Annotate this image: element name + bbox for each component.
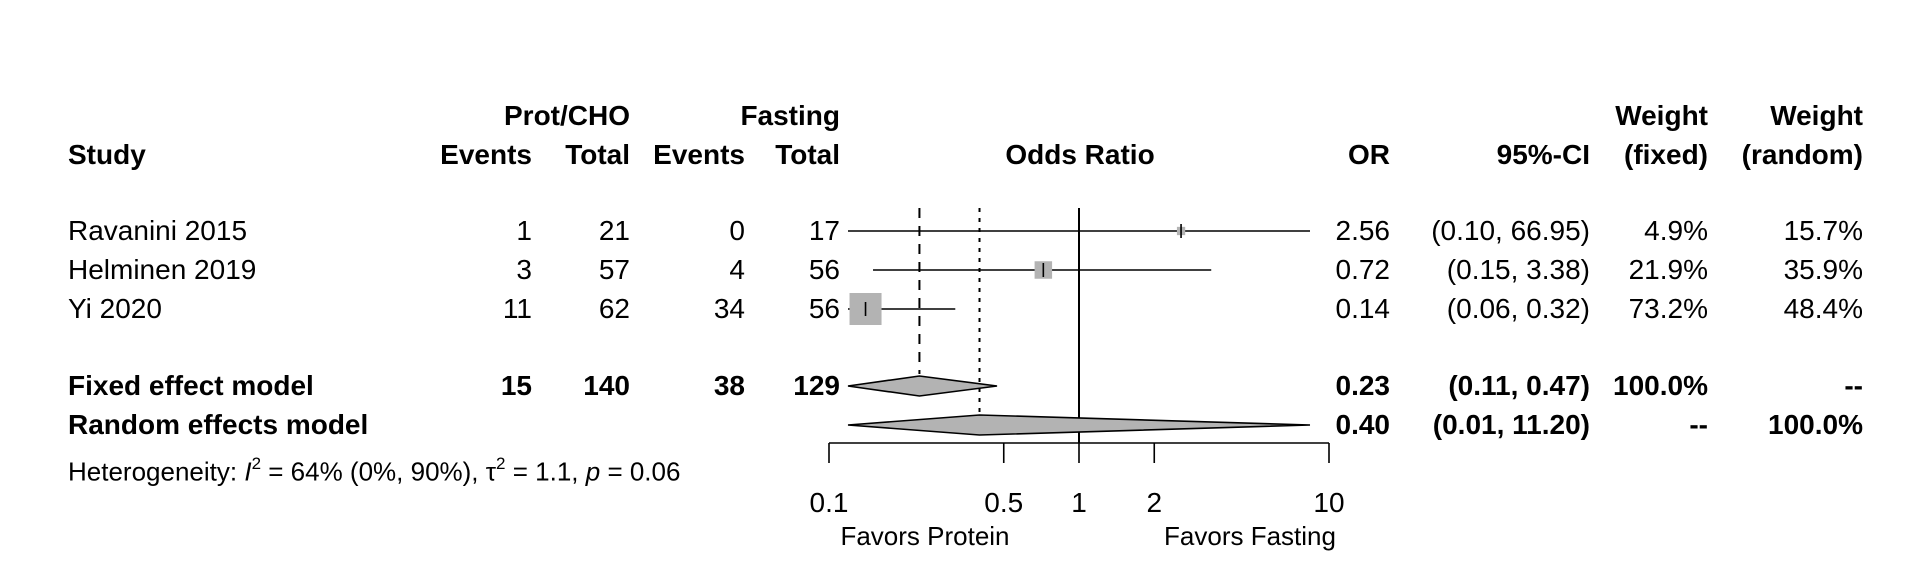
header-total-2: Total xyxy=(775,139,840,170)
ci: (0.06, 0.32) xyxy=(1446,293,1590,324)
favors-left-label: Favors Protein xyxy=(840,521,1010,551)
weight-fixed: 21.9% xyxy=(1628,254,1708,285)
random-diamond xyxy=(847,414,1311,436)
weight-fixed: 73.2% xyxy=(1628,293,1708,324)
header-weight-random-2: (random) xyxy=(1741,139,1863,170)
total-2: 56 xyxy=(808,293,840,324)
random-weight-fixed: -- xyxy=(1689,409,1708,440)
het-tau-squared: 2 xyxy=(496,454,506,473)
het-prefix: Heterogeneity: xyxy=(68,456,245,487)
weight-fixed: 4.9% xyxy=(1644,215,1708,246)
events-2: 34 xyxy=(713,293,745,324)
odds-ratio: 0.14 xyxy=(1335,293,1391,324)
fixed-weight-fixed: 100.0% xyxy=(1613,370,1708,401)
heterogeneity-text: Heterogeneity: I2 = 64% (0%, 90%), τ2 = … xyxy=(68,450,680,488)
header-total-1: Total xyxy=(565,139,630,170)
fixed-total-1: 140 xyxy=(583,370,630,401)
x-tick-label-0: 0.1 xyxy=(810,487,849,518)
header-weight-fixed-1: Weight xyxy=(1615,100,1708,131)
header-events-1: Events xyxy=(440,139,532,170)
events-1: 3 xyxy=(516,254,532,285)
study-name: Helminen 2019 xyxy=(68,254,257,285)
odds-ratio: 0.72 xyxy=(1335,254,1391,285)
header-weight-fixed-2: (fixed) xyxy=(1624,139,1708,170)
weight-random: 35.9% xyxy=(1783,254,1863,285)
het-p-value: = 0.06 xyxy=(600,456,681,487)
het-i-squared: 2 xyxy=(251,454,262,473)
het-i-value: = 64% (0%, 90%), xyxy=(261,456,486,487)
ci: (0.15, 3.38) xyxy=(1446,254,1590,285)
events-2: 0 xyxy=(729,215,745,246)
header-group2: Fasting xyxy=(740,100,840,131)
fixed-events-2: 38 xyxy=(713,370,745,401)
favors-right-label: Favors Fasting xyxy=(1164,521,1336,551)
fixed-weight-random: -- xyxy=(1844,370,1863,401)
fixed-diamond xyxy=(847,375,998,397)
study-name: Ravanini 2015 xyxy=(68,215,248,246)
odds-ratio: 2.56 xyxy=(1335,215,1391,246)
het-p-symbol: p xyxy=(585,456,601,487)
ci: (0.10, 66.95) xyxy=(1431,215,1590,246)
weight-random: 48.4% xyxy=(1783,293,1863,324)
weight-random: 15.7% xyxy=(1783,215,1863,246)
total-1: 57 xyxy=(598,254,630,285)
fixed-model-name: Fixed effect model xyxy=(68,370,314,401)
fixed-events-1: 15 xyxy=(500,370,532,401)
total-2: 17 xyxy=(808,215,840,246)
header-weight-random-1: Weight xyxy=(1770,100,1863,131)
fixed-total-2: 129 xyxy=(793,370,840,401)
events-1: 11 xyxy=(502,293,532,324)
header-events-2: Events xyxy=(653,139,745,170)
x-tick-label-4: 10 xyxy=(1313,487,1344,518)
x-tick-label-2: 1 xyxy=(1071,487,1087,518)
het-tau-symbol: τ xyxy=(485,456,497,487)
header-or: OR xyxy=(1348,139,1390,170)
events-1: 1 xyxy=(516,215,532,246)
header-ci: 95%-CI xyxy=(1496,139,1590,170)
header-group1: Prot/CHO xyxy=(504,100,630,131)
events-2: 4 xyxy=(729,254,745,285)
fixed-odds-ratio: 0.23 xyxy=(1335,370,1391,401)
random-weight-random: 100.0% xyxy=(1768,409,1863,440)
total-1: 62 xyxy=(598,293,630,324)
random-ci: (0.01, 11.20) xyxy=(1432,409,1590,440)
het-i-symbol: I xyxy=(244,456,252,487)
header-odds-ratio: Odds Ratio xyxy=(1005,139,1155,170)
total-2: 56 xyxy=(808,254,840,285)
total-1: 21 xyxy=(598,215,630,246)
x-tick-label-3: 2 xyxy=(1146,487,1162,518)
het-tau-value: = 1.1, xyxy=(505,456,586,487)
study-name: Yi 2020 xyxy=(68,293,162,324)
x-tick-label-1: 0.5 xyxy=(984,487,1023,518)
random-model-name: Random effects model xyxy=(68,409,369,440)
fixed-ci: (0.11, 0.47) xyxy=(1448,370,1590,401)
header-study: Study xyxy=(68,139,146,170)
random-odds-ratio: 0.40 xyxy=(1335,409,1391,440)
